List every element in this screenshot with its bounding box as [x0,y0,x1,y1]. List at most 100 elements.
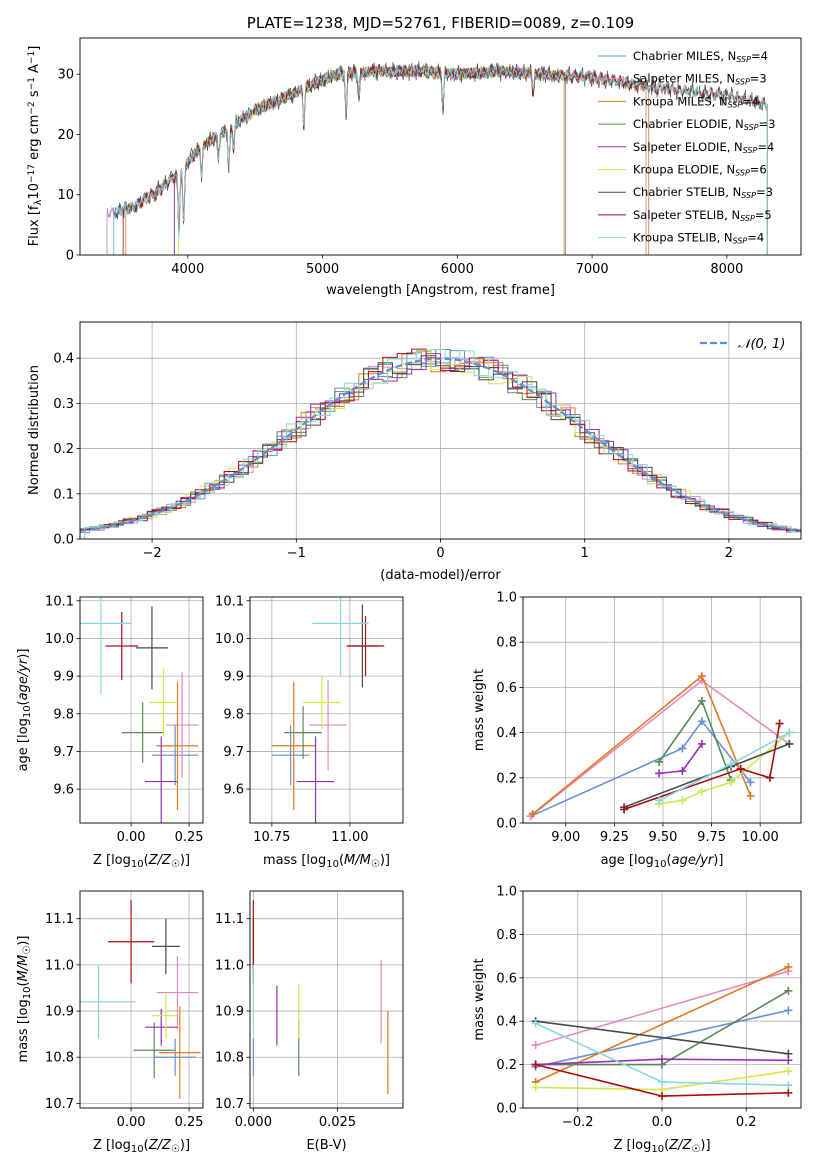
weight-marker-salpeter_stelib [784,1088,793,1097]
x-axis-label: Z [log10(Z/Z☉)] [93,1138,190,1155]
weight-marker-kroupa_stelib [727,760,736,769]
y-tick-label: 0.3 [53,397,74,412]
label-part: 10 [22,987,33,1000]
label-part: =5 [755,208,772,222]
axes-frame [249,890,404,1109]
y-tick-label: 10.8 [215,1051,244,1066]
x-tick-label: 0.00 [117,1115,146,1130]
label-part: ☉ [371,859,380,870]
label-part: −1 [27,51,37,64]
label-part: Chabrier ELODIE, N [633,117,744,131]
y-tick-label: 10.7 [215,1097,244,1112]
label-part: SSP [728,100,743,109]
weight-marker-kroupa_stelib [531,1019,540,1028]
y-tick-label: 9.8 [53,707,74,722]
y-tick-label: 10.0 [215,632,244,647]
y-tick-label: 9.6 [53,783,74,798]
x-tick-label: 5000 [306,262,339,277]
label-part: ( [144,1138,149,1153]
axes-spectrum: 4000 5000 6000 7000 8000 0 10 20 30 [57,37,802,277]
x-tick-label: 1 [581,546,589,561]
label-part: Chabrier MILES, N [633,49,736,63]
x-tick-label: 11.00 [331,830,368,845]
label-part: mass weight [472,958,487,1040]
weight-line-chabrier_miles [530,719,752,817]
label-part: Kroupa STELIB, N [633,231,733,245]
label-part: λ [33,199,44,205]
label-part: =3 [759,117,776,131]
label-part: age/yr [16,657,31,700]
weight-marker-salpeter_elodie [697,739,706,748]
label-part: Salpeter ELODIE, N [633,140,743,154]
label-part: mass weight [472,669,487,751]
plot-area-age_vs_mass [271,597,385,823]
label-part: 10 [131,859,144,870]
axes-frame [79,321,802,540]
label-part: SSP [735,78,750,87]
axes-frame [79,37,802,256]
y-tick-label: 11.0 [215,958,244,973]
plot-area-weight_vs_Z [531,962,793,1101]
legend-label: Chabrier MILES, NSSP=4 [633,49,768,64]
y-tick-label: 9.9 [53,670,74,685]
weight-marker-kroupa_stelib [658,1077,666,1086]
label-part: Salpeter MILES, N [633,72,735,86]
y-tick-label: 0.2 [496,1058,517,1073]
y-tick-label: 0 [66,249,74,264]
y-tick-label: 0.8 [496,928,517,943]
weight-line-kroupa_stelib [658,731,790,802]
label-part: M/M [344,853,371,868]
y-tick-label: 9.9 [223,670,244,685]
label-part: )] [16,649,31,659]
label-part: Z [log [613,1138,651,1153]
x-tick-label: 0.025 [319,1115,356,1130]
label-part: Kroupa MILES, N [633,94,728,108]
weight-marker-kroupa_elodie [784,1067,793,1076]
label-part: =4 [742,94,759,108]
x-tick-label: 9.00 [551,830,580,845]
label-part: s [27,90,42,101]
label-part: Z/Z [148,1138,172,1153]
y-axis-label: age [log10(age/yr)] [16,649,33,772]
y-axis-label: mass weight [472,958,487,1040]
x-axis-label: Z [log10(Z/Z☉)] [93,853,190,870]
label-part: )] [713,853,723,868]
y-tick-label: 0.2 [496,771,517,786]
label-part: Flux [f [27,205,42,246]
label-part: 10 [27,183,42,200]
plot-area-spectrum [106,61,768,255]
weight-marker-salpeter_stelib [531,1060,540,1069]
x-tick-label: 9.25 [600,830,629,845]
weight-marker-kroupa_stelib [655,796,664,805]
label-part: SSP [741,191,756,200]
label-part: 10 [654,859,667,870]
label-part: )] [380,853,390,868]
label-part: =3 [756,185,773,199]
x-tick-label: 0.2 [736,1115,757,1130]
label-part: ☉ [171,1144,180,1155]
axes-residuals: −2 −1 0 1 2 0.0 0.1 0.2 0.3 0.4 [53,321,802,561]
label-part: age [log [16,718,31,771]
legend-label: Salpeter STELIB, NSSP=5 [633,208,772,223]
weight-line-salpeter_miles [535,970,789,1046]
x-tick-label: 6000 [441,262,474,277]
normal-curve [80,357,801,533]
x-axis-label: wavelength [Angstrom, rest frame] [326,283,555,298]
histogram-chabrier_miles [80,350,801,534]
label-part: )] [700,1138,710,1153]
label-part: Salpeter STELIB, N [633,208,740,222]
weight-marker-salpeter_stelib [765,773,774,782]
label-part: A [27,64,42,77]
x-tick-label: 7000 [576,262,609,277]
axes-frame [522,890,802,1109]
axes-frame [79,596,204,824]
weight-marker-salpeter_stelib [658,1092,666,1101]
legend-label: Kroupa MILES, NSSP=4 [633,94,759,109]
x-axis-label: mass [log10(M/M☉)] [263,853,390,870]
x-tick-label: 10.00 [742,830,779,845]
spectrum-line-kroupa_elodie [178,64,565,232]
label-part: SSP [740,214,755,223]
label-part: ( [16,981,31,986]
weight-marker-salpeter_stelib [620,805,629,814]
